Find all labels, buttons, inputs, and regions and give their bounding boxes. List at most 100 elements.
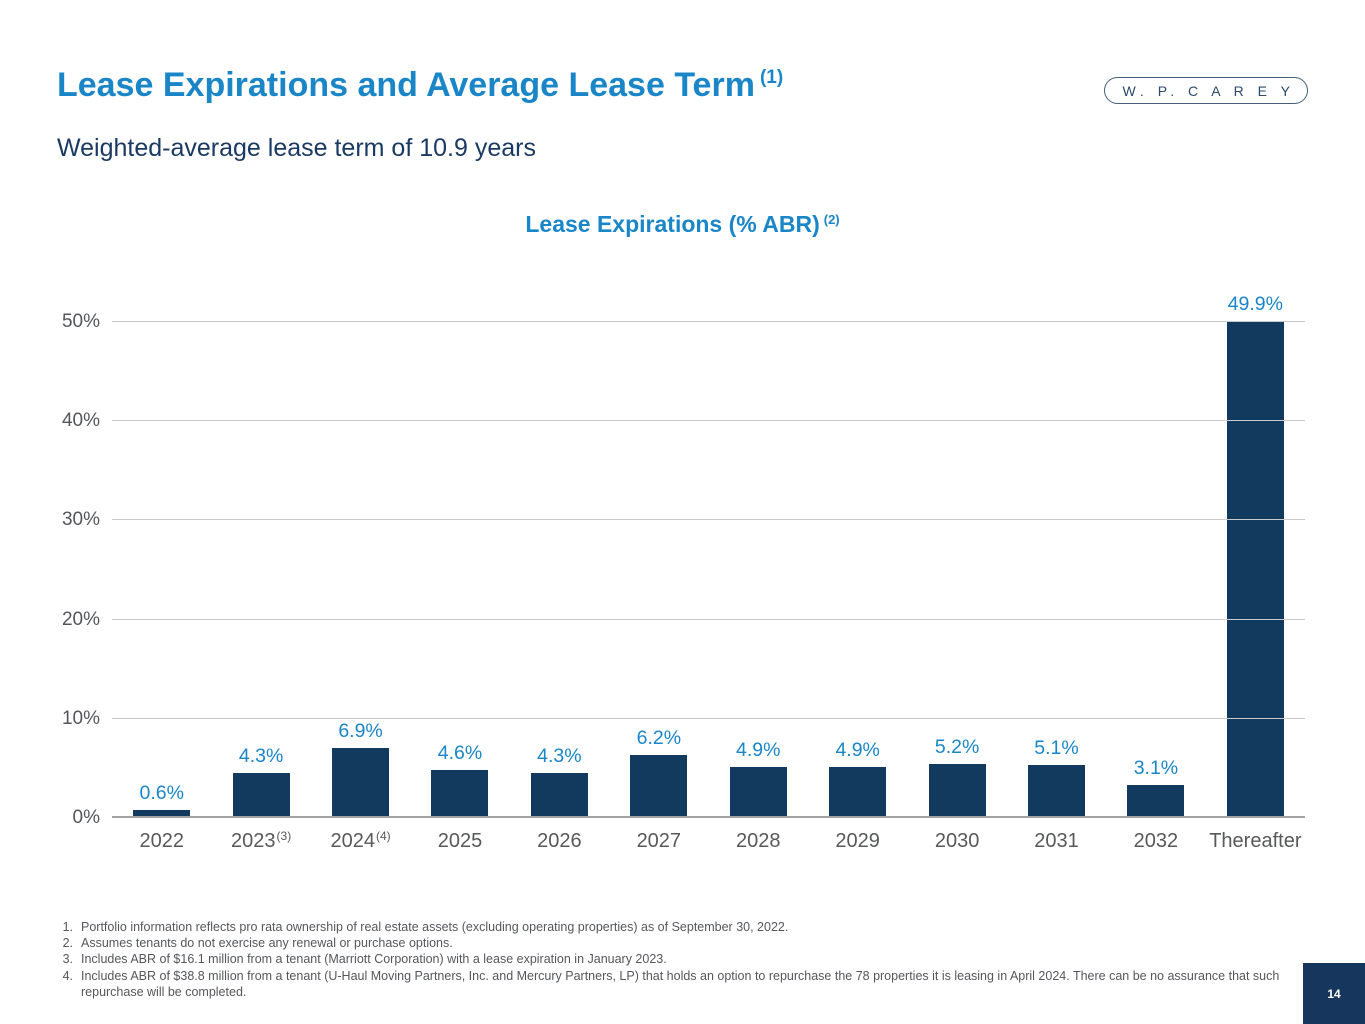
bar-value-label: 3.1%	[1133, 757, 1179, 780]
page-title: Lease Expirations and Average Lease Term…	[57, 66, 783, 105]
bar	[928, 764, 986, 816]
bar	[1127, 785, 1185, 816]
wp-carey-logo: W. P. C A R E Y	[1104, 77, 1308, 104]
x-tick-label: 2025	[410, 830, 509, 853]
footnote: 4. Includes ABR of $38.8 million from a t…	[57, 968, 1289, 1000]
bar-column: 4.3%	[510, 745, 609, 816]
x-tick-text: 2030	[934, 830, 980, 852]
footnotes: 1. Portfolio information reflects pro rat…	[57, 919, 1289, 1000]
bar-value-label: 4.3%	[238, 745, 284, 768]
x-tick-text: 2031	[1034, 830, 1079, 852]
bar-value-label: 4.9%	[736, 739, 781, 762]
footnote-text: Includes ABR of $16.1 million from a ten…	[81, 952, 667, 967]
footnote-number: 4.	[62, 968, 73, 983]
x-tick-label: 2022	[112, 830, 211, 853]
bar-value-label: 4.9%	[835, 739, 880, 762]
page-subtitle: Weighted-average lease term of 10.9 year…	[57, 134, 536, 162]
bar-column: 3.1%	[1106, 757, 1205, 816]
page-number: 14	[1327, 986, 1341, 1001]
y-tick-label: 10%	[61, 707, 100, 729]
x-tick-text: 2028	[735, 830, 781, 852]
gridline	[112, 618, 1305, 620]
y-tick-label: 50%	[61, 311, 100, 332]
gridline	[112, 717, 1305, 719]
gridline	[112, 321, 1305, 322]
x-axis-line	[112, 816, 1305, 818]
bar-value-label: 6.2%	[636, 726, 682, 749]
bar	[630, 754, 688, 816]
bar	[729, 767, 787, 816]
y-tick-label: 20%	[61, 608, 100, 630]
bar	[332, 747, 390, 816]
bar	[1226, 321, 1284, 816]
footnote-text: Includes ABR of $38.8 million from a ten…	[81, 968, 1280, 999]
x-tick-label: 2030	[907, 830, 1006, 853]
x-tick-text: Thereafter	[1209, 830, 1302, 852]
x-tick-label: 2026	[510, 830, 609, 853]
y-tick-label: 0%	[72, 807, 100, 828]
page-title-text: Lease Expirations and Average Lease Term	[57, 66, 755, 104]
bar	[431, 770, 489, 816]
bar	[829, 767, 887, 816]
x-tick-text: 2029	[835, 830, 880, 852]
x-tick-text: 2024	[330, 830, 375, 852]
bar-value-label: 5.1%	[1034, 737, 1079, 760]
chart-title-text: Lease Expirations (% ABR)	[525, 211, 820, 237]
x-tick-text: 2025	[437, 830, 483, 852]
gridline	[112, 420, 1305, 422]
bar-column: 5.2%	[907, 736, 1006, 816]
bar-value-label: 5.2%	[934, 736, 980, 759]
bar-value-label: 4.3%	[537, 745, 582, 768]
y-tick-label: 30%	[61, 509, 100, 531]
x-tick-label: 2024(4)	[311, 829, 410, 853]
chart-title-superscript: (2)	[823, 212, 840, 227]
x-axis-labels: 2022 2023(3) 2024(4) 2025 2026 2027 2028 2029 20…	[112, 829, 1305, 853]
gridline	[112, 519, 1305, 521]
x-tick-text: 2026	[537, 830, 582, 852]
x-tick-superscript: (3)	[276, 829, 292, 843]
bar-column: 0.6%	[112, 782, 211, 816]
footnote: 1. Portfolio information reflects pro rat…	[57, 919, 1289, 935]
x-tick-text: 2032	[1133, 830, 1179, 852]
x-tick-label: Thereafter	[1206, 830, 1305, 853]
bar-column: 6.9%	[311, 720, 410, 816]
bars-row: 0.6% 4.3% 6.9% 4.6% 4.3% 6.2% 4.9% 4.9% 5.2% 5.1%…	[112, 293, 1305, 816]
bar	[232, 773, 290, 816]
bar-column: 4.9%	[709, 739, 808, 816]
x-tick-label: 2032	[1106, 830, 1205, 853]
x-tick-text: 2027	[636, 830, 682, 852]
footnote: 3. Includes ABR of $16.1 million from a t…	[57, 951, 1289, 967]
x-tick-label: 2023(3)	[211, 829, 310, 853]
x-tick-label: 2031	[1007, 830, 1106, 853]
footnote-number: 1.	[62, 920, 73, 934]
page-title-superscript: (1)	[759, 67, 784, 88]
x-tick-label: 2027	[609, 830, 708, 853]
bar	[133, 810, 191, 816]
bar-value-label: 4.6%	[437, 742, 483, 765]
bar	[530, 773, 588, 816]
x-tick-superscript: (4)	[375, 829, 391, 843]
bar-column: 6.2%	[609, 726, 708, 816]
bar-value-label: 49.9%	[1227, 293, 1283, 315]
x-tick-label: 2029	[808, 830, 907, 853]
chart-title: Lease Expirations (% ABR) (2)	[0, 211, 1365, 238]
y-tick-label: 40%	[61, 410, 100, 432]
x-tick-label: 2028	[709, 830, 808, 853]
footnote-number: 3.	[62, 952, 73, 967]
bar-column: 49.9%	[1206, 293, 1305, 816]
bar-value-label: 6.9%	[338, 719, 383, 742]
bar-column: 5.1%	[1007, 737, 1106, 816]
bar-column: 4.3%	[211, 745, 310, 816]
page-number-badge: 14	[1303, 963, 1365, 1024]
bar	[1028, 765, 1085, 816]
footnote-text: Assumes tenants do not exercise any rene…	[81, 936, 453, 951]
footnote-text: Portfolio information reflects pro rata …	[81, 920, 789, 934]
footnote-number: 2.	[62, 936, 73, 951]
footnote: 2. Assumes tenants do not exercise any re…	[57, 935, 1289, 951]
bar-column: 4.9%	[808, 739, 907, 816]
x-tick-text: 2022	[139, 830, 184, 852]
x-tick-text: 2023	[231, 830, 276, 852]
bar-value-label: 0.6%	[139, 782, 184, 805]
bar-chart-plot: 0.6% 4.3% 6.9% 4.6% 4.3% 6.2% 4.9% 4.9% 5.2% 5.1%…	[62, 293, 1305, 828]
